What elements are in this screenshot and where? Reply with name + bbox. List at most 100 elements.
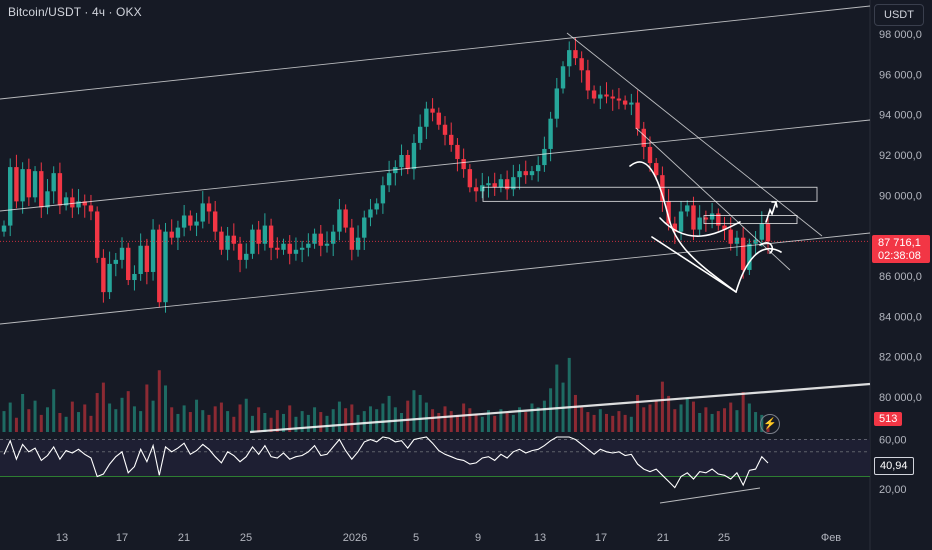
time-tick-label: 2026 (343, 532, 367, 544)
volume-bar (269, 417, 273, 432)
symbol-title[interactable]: Bitcoin/USDT · 4ч · OKX (8, 5, 142, 19)
small-resistance-box (703, 215, 798, 225)
volume-bar (114, 409, 118, 432)
volume-bar (735, 410, 739, 432)
volume-bar (480, 416, 484, 432)
candle (517, 164, 522, 190)
candle (765, 216, 771, 254)
price-tick-label: 80 000,0 (879, 392, 922, 404)
candle (740, 227, 746, 279)
candle (610, 89, 615, 111)
candle (567, 41, 572, 77)
candle (653, 158, 659, 181)
candle (20, 162, 25, 214)
volume-bar (201, 410, 205, 432)
candle (436, 107, 441, 130)
channel-top-line (0, 5, 871, 100)
volume-bar (282, 413, 286, 432)
volume-bar (108, 403, 112, 432)
volume-bar (263, 413, 267, 432)
candle (604, 82, 609, 104)
volume-bar (337, 401, 341, 432)
candle (45, 178, 50, 215)
candle (287, 235, 292, 265)
price-tick-label: 86 000,0 (879, 271, 922, 283)
currency-button[interactable]: USDT (874, 4, 924, 26)
volume-bar (207, 414, 211, 432)
volume-bar (518, 407, 522, 432)
volume-bar (145, 384, 149, 432)
candle (635, 90, 640, 136)
downtrend-line-lower (635, 127, 791, 271)
time-tick-label: 13 (56, 532, 68, 544)
volume-bar (567, 357, 571, 432)
candle (82, 194, 87, 218)
candle (585, 59, 591, 100)
volume-bar (729, 402, 733, 432)
cup-arc (659, 217, 741, 237)
volume-bar (586, 412, 590, 432)
volume-bar (77, 412, 81, 432)
candle (88, 194, 94, 221)
candle (355, 225, 361, 257)
volume-bar (368, 406, 372, 432)
volume-bar (232, 416, 236, 432)
volume-bar (431, 409, 435, 432)
volume-bar (536, 407, 540, 432)
volume-bar (741, 392, 745, 432)
axis-labels: 98 000,0 96 000,0 94 000,0 92 000,0 90 000,0… (56, 29, 922, 544)
volume-bar (39, 414, 43, 432)
candle (132, 265, 137, 291)
resistance-box (482, 186, 818, 202)
volume-bar (716, 411, 720, 432)
volume-bar (319, 412, 323, 432)
volume-bar (636, 394, 640, 432)
volume-bar (691, 401, 695, 432)
volume-bar (325, 415, 329, 432)
candle (591, 85, 597, 104)
candle (393, 160, 398, 186)
volume-bar (188, 412, 192, 432)
volume-bar (70, 401, 74, 432)
candle (666, 189, 671, 231)
volume-bar (673, 409, 677, 432)
candle (747, 238, 752, 275)
price-tick-label: 84 000,0 (879, 311, 922, 323)
volume-bar (163, 385, 167, 432)
candle (39, 162, 44, 218)
candle (181, 205, 187, 237)
volume-bar (14, 417, 18, 432)
candle (157, 224, 162, 308)
candle (51, 166, 56, 204)
rsi-pane (0, 436, 870, 489)
candle (76, 189, 81, 215)
candle (144, 238, 150, 285)
candle (175, 220, 181, 250)
lightning-icon[interactable]: ⚡ (760, 414, 780, 434)
volume-bar (412, 390, 416, 432)
bar-countdown: 02:38:08 (878, 250, 921, 262)
candle (26, 158, 32, 207)
volume-bar (45, 407, 49, 432)
candle (703, 210, 709, 232)
volume-bar (64, 416, 68, 432)
candle (579, 51, 584, 83)
candle (206, 196, 212, 224)
candle (697, 205, 702, 237)
candle (480, 172, 485, 199)
candle (691, 196, 696, 241)
rsi-line (3, 436, 769, 489)
price-tick-label: 98 000,0 (879, 29, 922, 41)
candle (306, 233, 311, 257)
time-tick-label: 13 (534, 532, 546, 544)
volume-bar (598, 409, 602, 432)
time-tick-label: 9 (475, 532, 481, 544)
candle (244, 243, 249, 269)
downtrend-line-upper (566, 32, 823, 237)
candle (424, 101, 429, 140)
candle (685, 200, 690, 217)
volume-bar (2, 411, 6, 432)
volume-bar (250, 415, 254, 432)
candle (275, 237, 280, 259)
